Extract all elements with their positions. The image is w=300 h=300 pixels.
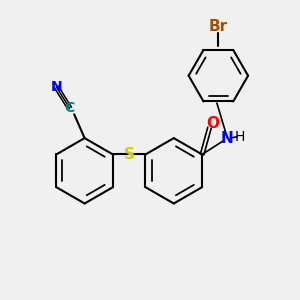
Text: Br: Br: [209, 19, 228, 34]
Text: H: H: [235, 130, 245, 144]
Text: N: N: [221, 130, 234, 146]
Text: S: S: [124, 147, 135, 162]
Text: C: C: [64, 101, 75, 116]
Text: N: N: [51, 80, 62, 94]
Text: O: O: [206, 116, 219, 131]
